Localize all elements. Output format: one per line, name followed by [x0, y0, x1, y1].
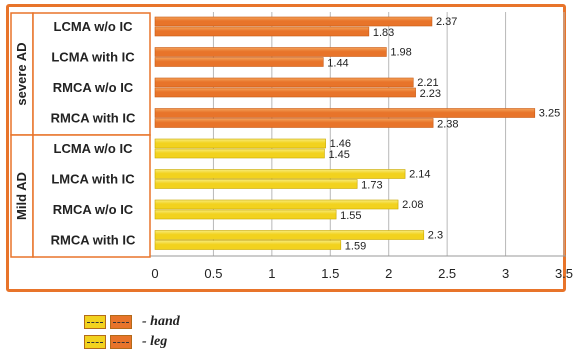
legend-swatch-hand-mild: [84, 315, 106, 329]
row-label: LCMA w/o IC: [54, 141, 134, 156]
group-label: Mild AD: [14, 172, 29, 220]
bar-hand: [154, 179, 358, 189]
legend-swatch-leg-severe: [110, 335, 132, 349]
row-label: RMCA w/o IC: [53, 202, 134, 217]
bar-hand: [154, 26, 370, 37]
row-label: LCMA with IC: [51, 50, 135, 65]
data-label-leg: 1.46: [330, 138, 351, 150]
bar-hand: [154, 209, 337, 220]
legend-label-hand: - hand: [142, 314, 180, 329]
data-label-hand: 1.45: [328, 149, 349, 161]
bar-leg: [154, 230, 425, 240]
bar-leg: [154, 77, 414, 88]
bar-hand: [154, 87, 416, 98]
data-label-leg: 1.98: [390, 47, 411, 59]
data-label-leg: 2.14: [409, 169, 430, 181]
bar-leg: [154, 199, 399, 210]
data-label-hand: 2.23: [420, 88, 441, 100]
bar-leg: [154, 138, 326, 149]
bar-hand: [154, 118, 434, 128]
bar-leg: [154, 169, 406, 179]
data-label-hand: 1.44: [327, 58, 348, 70]
legend-swatch-hand-severe: [110, 315, 132, 329]
bar-hand: [154, 57, 324, 67]
row-label-box: [32, 12, 151, 136]
bar-leg: [154, 16, 433, 27]
row-label: LCMA w/o IC: [54, 19, 134, 34]
data-label-hand: 1.55: [340, 210, 361, 222]
legend: - hand - leg: [84, 312, 180, 352]
data-label-hand: 1.59: [345, 241, 366, 253]
row-label-box: [32, 134, 151, 258]
bar-hand: [154, 240, 342, 250]
bar-chart: 0 0.5 1 1.5 2 2.5 3 3.5 severe AD LCMA w/o IC 2.37…: [10, 12, 573, 281]
legend-swatch-leg-mild: [84, 335, 106, 349]
data-label-leg: 3.25: [539, 108, 560, 120]
x-tick-label: 2.5: [438, 266, 456, 281]
data-label-leg: 2.21: [417, 77, 438, 89]
data-label-hand: 2.38: [437, 119, 458, 131]
x-tick-label: 1.5: [321, 266, 339, 281]
data-label-hand: 1.73: [361, 180, 382, 192]
group-label: severe AD: [14, 42, 29, 105]
bar-hand: [154, 148, 325, 159]
row-label: RMCA w/o IC: [53, 80, 134, 95]
x-tick-label: 0.5: [204, 266, 222, 281]
data-label-leg: 2.37: [436, 16, 457, 28]
row-label: RMCA with IC: [51, 111, 136, 126]
data-label-leg: 2.3: [428, 230, 443, 242]
x-tick-label: 2: [385, 266, 392, 281]
data-label-hand: 1.83: [373, 27, 394, 39]
row-label: RMCA with IC: [51, 233, 136, 248]
legend-label-leg: - leg: [142, 334, 168, 349]
data-label-leg: 2.08: [402, 199, 423, 211]
legend-item-hand: - hand: [84, 312, 180, 332]
x-tick-label: 0: [151, 266, 158, 281]
legend-item-leg: - leg: [84, 332, 180, 352]
x-tick-label: 3.5: [555, 266, 573, 281]
x-tick-label: 3: [502, 266, 509, 281]
row-label: LMCA with IC: [51, 172, 135, 187]
bar-leg: [154, 47, 387, 57]
x-tick-label: 1: [268, 266, 275, 281]
bar-leg: [154, 108, 536, 118]
